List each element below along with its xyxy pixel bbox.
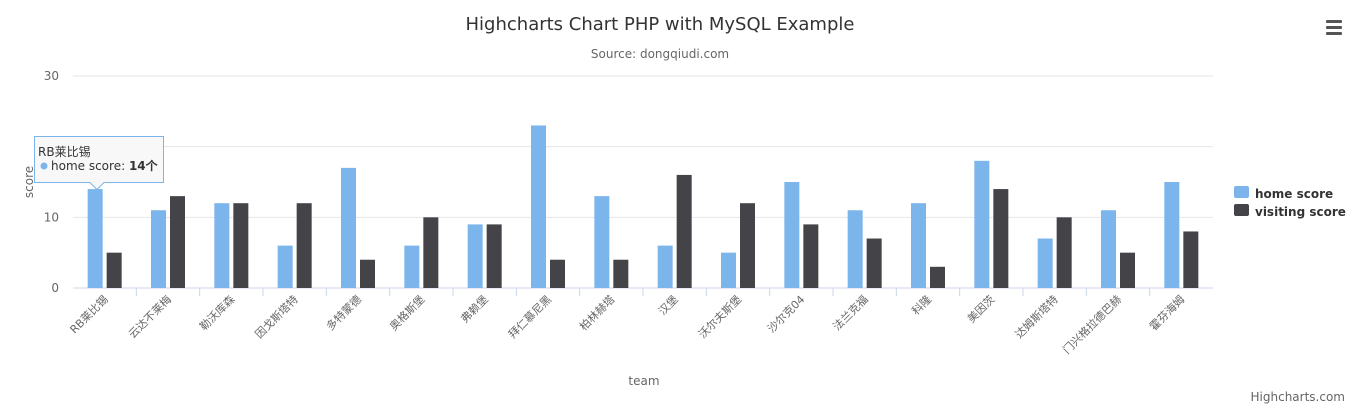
x-tick-label: 拜仁慕尼黑	[505, 292, 554, 341]
bar-visiting-score[interactable]	[740, 203, 755, 288]
x-tick-label: 沃尔夫斯堡	[695, 292, 744, 341]
chart-title: Highcharts Chart PHP with MySQL Example	[466, 14, 855, 35]
credits-link[interactable]: Highcharts.com	[1251, 390, 1345, 404]
x-tick-label: 多特蒙德	[323, 292, 364, 333]
bar-visiting-score[interactable]	[1120, 252, 1135, 288]
legend-swatch	[1234, 204, 1249, 216]
bar-visiting-score[interactable]	[866, 238, 882, 288]
svg-text:home score: 14个: home score: 14个	[51, 158, 159, 173]
bar-home-score[interactable]	[594, 196, 610, 288]
y-tick-label: 30	[44, 69, 59, 83]
x-tick-label: 科隆	[909, 292, 934, 317]
bar-home-score[interactable]	[911, 203, 926, 288]
bar-home-score[interactable]	[531, 125, 546, 288]
x-tick-label: 沙尔克04	[765, 293, 807, 335]
chart-subtitle: Source: dongqiudi.com	[591, 47, 729, 61]
bar-home-score[interactable]	[784, 182, 800, 288]
plot-area	[87, 125, 1199, 288]
x-tick-label: 达姆斯塔特	[1012, 292, 1061, 341]
bar-home-score[interactable]	[87, 189, 103, 288]
bar-home-score[interactable]	[1101, 210, 1116, 288]
tooltip-series-name: home score	[51, 159, 121, 173]
tooltip: RB莱比锡 home score: 14个	[34, 136, 164, 191]
legend-item-home-score[interactable]: home score	[1234, 186, 1333, 201]
x-tick-label: 霍芬海姆	[1146, 292, 1187, 333]
tooltip-value: 14个	[129, 158, 159, 173]
chart-menu-button[interactable]	[1320, 16, 1346, 40]
bar-visiting-score[interactable]	[1183, 231, 1199, 288]
bar-visiting-score[interactable]	[486, 224, 502, 288]
y-tick-label: 10	[44, 210, 59, 224]
tooltip-category: RB莱比锡	[38, 144, 91, 159]
y-axis-ticks: 0 10 30	[44, 69, 59, 295]
legend-label: home score	[1255, 187, 1333, 201]
bar-home-score[interactable]	[151, 210, 166, 288]
x-tick-label: 奥格斯堡	[386, 292, 427, 333]
legend-swatch	[1234, 186, 1249, 198]
legend-item-visiting-score[interactable]: visiting score	[1234, 204, 1346, 219]
x-tick-label: RB莱比锡	[67, 292, 111, 336]
bar-home-score[interactable]	[1037, 238, 1053, 288]
grid	[73, 75, 1213, 218]
bar-visiting-score[interactable]	[233, 203, 249, 288]
hamburger-menu-icon	[1326, 20, 1342, 35]
x-axis-ticks: RB莱比锡 云达不莱梅 勒沃库森 因戈斯塔特 多特蒙德 奥格斯堡 弗赖堡 拜仁慕尼黑 柏林赫塔 汉…	[67, 288, 1187, 357]
bar-visiting-score[interactable]	[106, 252, 122, 288]
bar-visiting-score[interactable]	[360, 259, 375, 288]
x-tick-label: 美因茨	[964, 292, 997, 325]
x-tick-label: 汉堡	[655, 292, 680, 317]
legend-label: visiting score	[1255, 205, 1346, 219]
bar-visiting-score[interactable]	[930, 266, 945, 288]
x-tick-label: 勒沃库森	[196, 292, 237, 333]
x-tick-label: 因戈斯塔特	[252, 292, 301, 341]
bar-home-score[interactable]	[277, 245, 293, 288]
x-axis-title: team	[628, 374, 659, 388]
x-tick-label: 门兴格拉德巴赫	[1060, 292, 1124, 356]
bar-home-score[interactable]	[214, 203, 230, 288]
legend: home score visiting score	[1234, 186, 1346, 219]
bar-home-score[interactable]	[974, 160, 990, 288]
bar-visiting-score[interactable]	[613, 259, 629, 288]
bar-home-score[interactable]	[341, 167, 356, 288]
bar-visiting-score[interactable]	[993, 189, 1009, 288]
bar-visiting-score[interactable]	[170, 196, 185, 288]
bar-home-score[interactable]	[1164, 182, 1180, 288]
bar-home-score[interactable]	[847, 210, 863, 288]
bar-home-score[interactable]	[404, 245, 420, 288]
bar-visiting-score[interactable]	[423, 217, 439, 288]
y-axis-title: score	[22, 166, 36, 198]
bar-visiting-score[interactable]	[1056, 217, 1072, 288]
bar-visiting-score[interactable]	[803, 224, 819, 288]
y-tick-label: 0	[51, 281, 59, 295]
bar-home-score[interactable]	[467, 224, 483, 288]
x-tick-label: 云达不莱梅	[125, 292, 174, 341]
bar-visiting-score[interactable]	[296, 203, 312, 288]
bar-visiting-score[interactable]	[676, 174, 692, 288]
x-tick-label: 柏林赫塔	[576, 292, 617, 333]
bar-visiting-score[interactable]	[550, 259, 565, 288]
tooltip-series-marker	[40, 162, 48, 170]
bar-home-score[interactable]	[721, 252, 736, 288]
x-tick-label: 弗赖堡	[458, 292, 491, 325]
bar-home-score[interactable]	[657, 245, 673, 288]
x-tick-label: 法兰克福	[830, 292, 871, 333]
